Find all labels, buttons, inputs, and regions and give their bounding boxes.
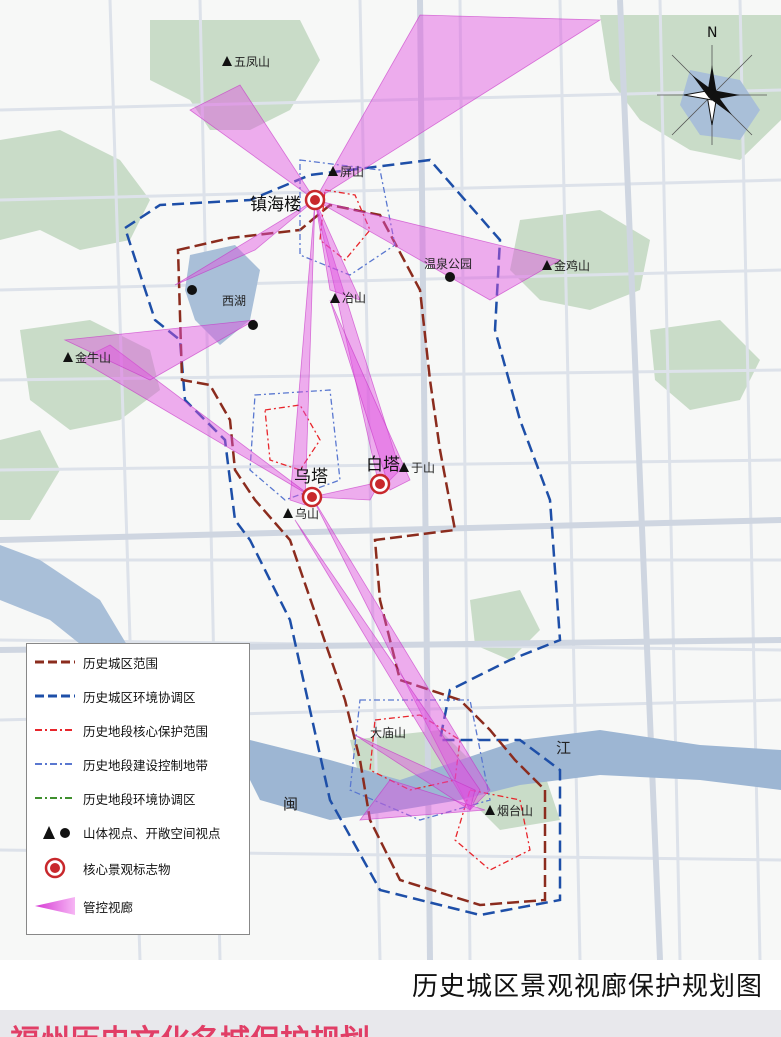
sightline-wedge-symbol (33, 896, 77, 916)
triangle-dot-symbol (33, 822, 77, 842)
legend-item-sightline: 管控视廊 (33, 894, 133, 918)
label-baita: 白塔 (366, 455, 400, 475)
brown-dash-symbol (33, 652, 77, 672)
landmark-circle-symbol (33, 857, 77, 879)
legend-item-district-env: 历史地段环境协调区 (33, 786, 196, 810)
label-yantaishan: 烟台山 (497, 803, 533, 818)
legend-item-core-protection: 历史地段核心保护范围 (33, 718, 208, 742)
legend-item-env-coordination: 历史城区环境协调区 (33, 684, 196, 708)
environment-coordination-boundary (123, 158, 562, 917)
legend-item-viewpoints: 山体视点、开敞空间视点 (33, 820, 221, 844)
open-space-dot-wenquan (445, 272, 455, 282)
landmark-baita (369, 473, 391, 495)
label-wuta: 乌塔 (294, 467, 328, 487)
west-lake-water (185, 245, 260, 345)
landmark-wuta (301, 486, 323, 508)
core-protection-areas (264, 189, 531, 871)
north-label: N (707, 25, 717, 41)
landmark-zhenhailou (304, 189, 326, 211)
label-yeshan: 冶山 (342, 291, 366, 305)
north-arrow: N (657, 25, 767, 145)
open-space-dot-xihu-south (248, 320, 258, 330)
legend-item-construction-control: 历史地段建设控制地带 (33, 752, 208, 776)
bottom-banner: 福州历史文化名城保护规划 (0, 1010, 781, 1037)
map-legend: 历史城区范围 历史城区环境协调区 历史地段核心保护范围 历史地段建设控制地带 历… (26, 643, 250, 935)
sightline-corridors (63, 14, 602, 821)
west-river-water (0, 545, 130, 660)
label-wenquan-park: 温泉公园 (424, 257, 472, 271)
label-zhenhailou: 镇海楼 (250, 195, 301, 215)
label-pingshan: 屏山 (340, 165, 364, 179)
historic-city-boundary (176, 203, 547, 907)
label-river-jiang: 江 (556, 739, 571, 757)
label-river-min: 闽 (283, 795, 298, 813)
label-jinniushan: 金牛山 (75, 350, 111, 365)
label-damiaoshan: 大庙山 (370, 726, 406, 740)
blue-dash-symbol (33, 686, 77, 706)
label-wufengshan: 五凤山 (234, 55, 270, 69)
mountain-markers (63, 56, 552, 815)
legend-item-landmark: 核心景观标志物 (33, 856, 171, 880)
red-dashdot-symbol (33, 720, 77, 740)
min-river-water (250, 730, 781, 820)
label-yushan: 于山 (411, 461, 435, 475)
open-space-dot-xihu-north (187, 285, 197, 295)
label-wushan: 乌山 (295, 506, 319, 521)
label-xihu: 西湖 (222, 293, 246, 308)
banner-text: 福州历史文化名城保护规划 (10, 1016, 370, 1037)
map-title: 历史城区景观视廊保护规划图 (411, 972, 763, 1002)
legend-item-historic-boundary: 历史城区范围 (33, 650, 158, 674)
construction-control-areas (249, 159, 491, 821)
label-jinjishan: 金鸡山 (554, 258, 590, 273)
lightblue-dashdot-symbol (33, 754, 77, 774)
green-dashdot-symbol (33, 788, 77, 808)
